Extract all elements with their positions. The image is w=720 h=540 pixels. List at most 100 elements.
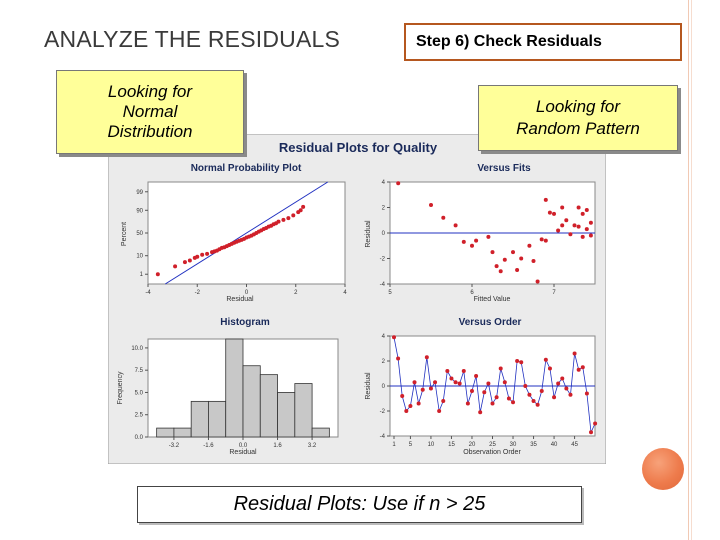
fits-point-4 <box>461 239 466 244</box>
npp-xtick-label-3: 2 <box>294 290 298 296</box>
npp-point-5 <box>195 254 200 259</box>
order-point-17 <box>461 369 466 373</box>
fits-point-19 <box>543 238 548 243</box>
hist-bar-7 <box>277 392 296 438</box>
order-point-38 <box>547 366 552 371</box>
order-point-21 <box>478 410 483 415</box>
bottom-note: Residual Plots: Use if n > 25 <box>137 486 582 523</box>
fits-point-27 <box>568 232 573 237</box>
hist-ytick-label-3: 7.5 <box>135 368 144 374</box>
order-point-27 <box>502 380 507 385</box>
order-point-48 <box>589 430 593 435</box>
fits-point-15 <box>527 243 532 248</box>
order-point-9 <box>428 386 433 391</box>
order-point-20 <box>474 374 479 378</box>
order-xtick-label-9: 45 <box>571 442 578 448</box>
npp-xtick-label-1: -2 <box>195 290 201 296</box>
hist-xtick-label-4: 3.2 <box>308 443 317 449</box>
fits-xtick-label-0: 5 <box>388 290 392 296</box>
npp-point-40 <box>298 208 303 213</box>
order-point-45 <box>576 367 581 372</box>
fits-point-3 <box>453 223 458 228</box>
ylabel-normal-probability: Percent <box>121 222 128 246</box>
order-ytick-label-3: 2 <box>382 359 386 365</box>
fits-point-30 <box>580 234 585 239</box>
order-point-15 <box>453 380 458 385</box>
order-xtick-label-4: 20 <box>469 442 476 448</box>
fits-point-2 <box>441 215 446 220</box>
npp-point-2 <box>182 260 187 265</box>
order-ytick-label-0: -4 <box>380 434 386 440</box>
order-point-42 <box>564 386 569 391</box>
fits-point-5 <box>470 243 474 248</box>
order-xtick-label-6: 30 <box>510 442 517 448</box>
xlabel-histogram: Residual <box>229 449 257 456</box>
fits-point-33 <box>588 233 593 238</box>
order-point-2 <box>400 394 405 398</box>
order-point-24 <box>490 401 495 406</box>
order-point-3 <box>404 409 409 413</box>
order-point-23 <box>486 381 491 386</box>
order-point-22 <box>482 390 487 395</box>
order-point-16 <box>457 381 462 386</box>
order-point-28 <box>506 396 511 401</box>
order-xtick-label-5: 25 <box>489 442 496 448</box>
hist-xtick-label-0: -3.2 <box>169 443 180 449</box>
fits-ytick-label-1: -2 <box>380 257 386 263</box>
hist-bar-2 <box>190 400 209 438</box>
fits-point-11 <box>502 257 507 262</box>
npp-point-36 <box>281 217 286 222</box>
fits-point-1 <box>429 202 433 207</box>
npp-point-7 <box>205 251 210 256</box>
step-label: Step 6) Check Residuals <box>404 23 682 61</box>
npp-ytick-label-3: 90 <box>136 208 143 214</box>
order-point-41 <box>560 376 565 381</box>
npp-point-38 <box>291 213 296 218</box>
npp-ytick-label-2: 50 <box>136 231 143 237</box>
xlabel-versus-fits: Fitted Value <box>474 296 511 303</box>
order-xtick-label-3: 15 <box>448 442 455 448</box>
fits-point-35 <box>580 211 585 216</box>
order-point-47 <box>584 391 589 396</box>
npp-point-1 <box>173 264 178 269</box>
order-point-40 <box>556 381 561 386</box>
fits-point-23 <box>556 228 561 233</box>
order-point-10 <box>433 380 438 385</box>
order-point-34 <box>531 399 536 403</box>
order-point-25 <box>494 395 499 400</box>
order-xtick-label-2: 10 <box>428 442 435 448</box>
order-point-37 <box>543 357 548 362</box>
fits-ytick-label-4: 4 <box>382 180 386 186</box>
npp-ytick-label-4: 99 <box>136 190 143 196</box>
fits-ytick-label-0: -4 <box>380 282 386 288</box>
callout-left-line-2: Normal <box>122 102 178 121</box>
fits-point-36 <box>576 224 581 229</box>
npp-point-35 <box>276 219 281 224</box>
order-point-18 <box>465 401 470 406</box>
xlabel-normal-probability: Residual <box>226 296 254 303</box>
npp-ytick-label-1: 10 <box>136 254 143 260</box>
order-ytick-label-1: -2 <box>380 409 386 415</box>
order-point-0 <box>392 335 396 340</box>
hist-ytick-label-0: 0.0 <box>135 435 144 441</box>
fits-point-21 <box>543 197 548 202</box>
npp-point-0 <box>155 272 160 277</box>
order-point-29 <box>511 400 516 405</box>
order-xtick-label-0: 1 <box>392 442 396 448</box>
callout-left-line-1: Looking for <box>107 82 193 101</box>
hist-bar-4 <box>225 338 244 438</box>
order-point-12 <box>441 399 446 403</box>
ylabel-histogram: Frequency <box>117 371 124 405</box>
callout-left-line-3: Distribution <box>107 122 193 141</box>
order-point-31 <box>519 360 524 365</box>
fits-point-29 <box>576 205 581 210</box>
order-point-1 <box>396 356 401 361</box>
fits-point-26 <box>564 218 569 223</box>
fits-point-9 <box>494 264 499 269</box>
order-point-49 <box>593 421 598 426</box>
hist-xtick-label-3: 1.6 <box>273 443 282 449</box>
fits-point-13 <box>515 267 520 272</box>
hist-bar-3 <box>208 400 227 438</box>
hist-bar-6 <box>259 374 278 438</box>
